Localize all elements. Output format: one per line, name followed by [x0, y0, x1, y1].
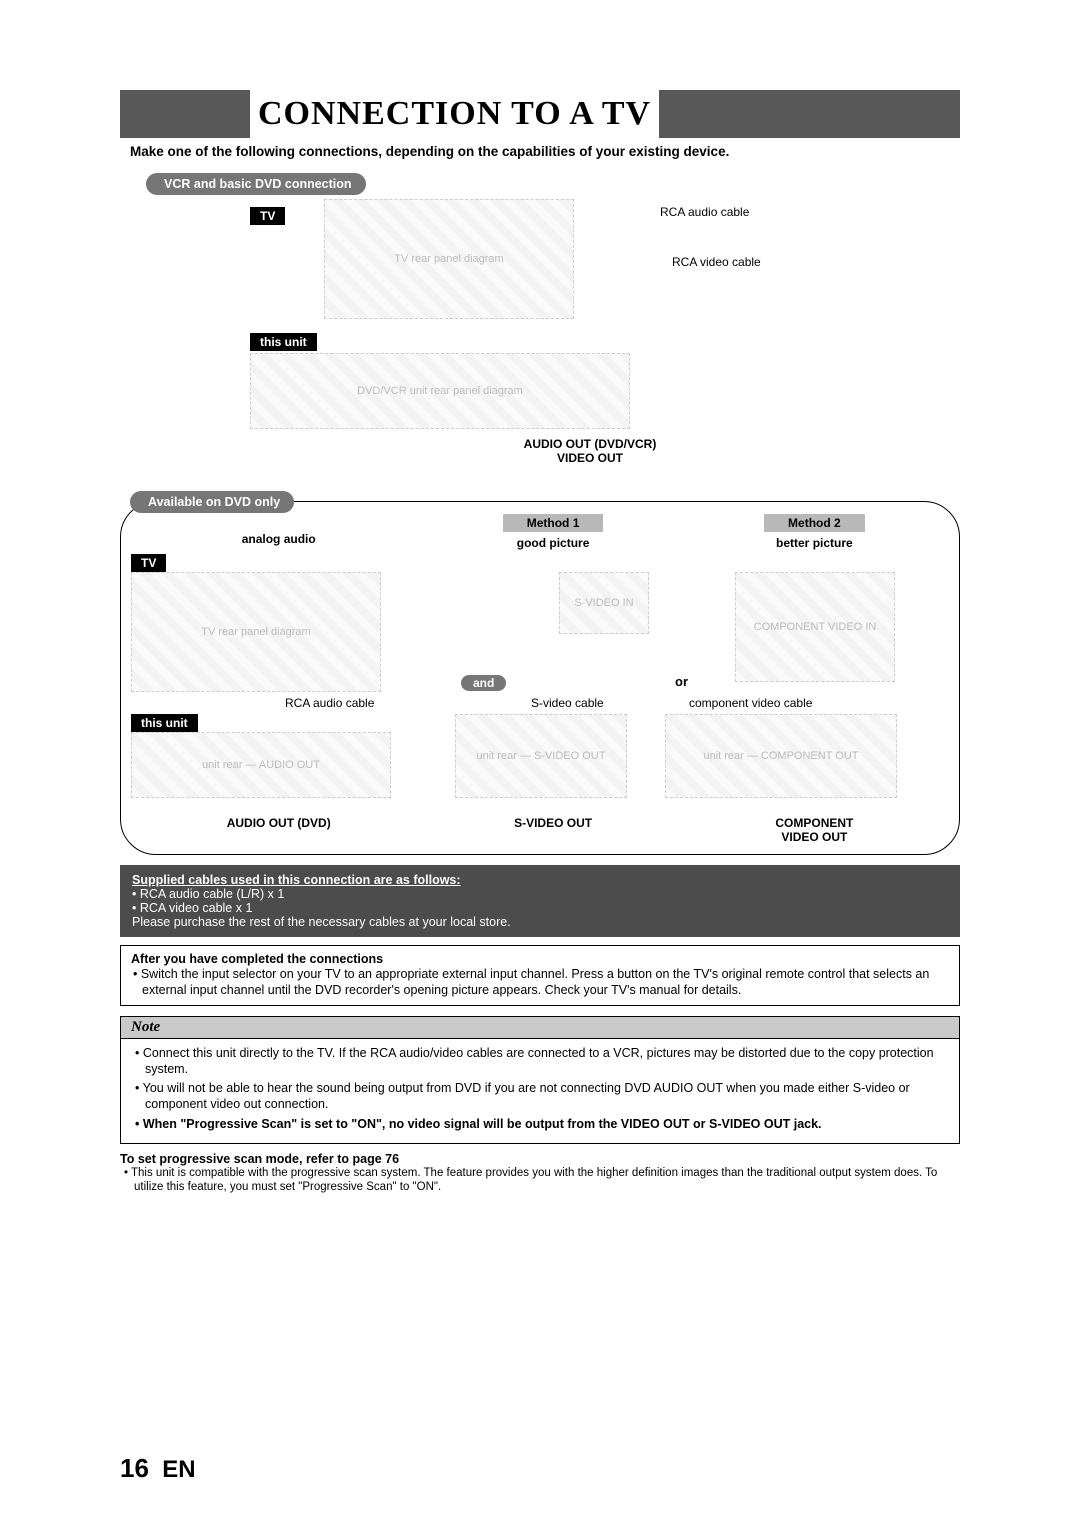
- page-number: 16: [120, 1453, 149, 1483]
- audio-video-out-label: AUDIO OUT (DVD/VCR) VIDEO OUT: [480, 437, 700, 465]
- section1-pill: VCR and basic DVD connection: [146, 173, 366, 195]
- rca-cable-label: RCA audio cable: [285, 696, 374, 710]
- unit-tag-2: this unit: [131, 714, 198, 732]
- unit-diagram-2b: unit rear — S-VIDEO OUT: [455, 714, 627, 798]
- svideo-out-label: S-VIDEO OUT: [422, 816, 683, 844]
- component-cable-label: component video cable: [689, 696, 812, 710]
- rca-audio-label: RCA audio cable: [660, 205, 749, 219]
- component-in-diagram: COMPONENT VIDEO IN: [735, 572, 895, 682]
- note-item-3: When "Progressive Scan" is set to "ON", …: [131, 1116, 949, 1132]
- note-body: Connect this unit directly to the TV. If…: [120, 1038, 960, 1144]
- diagram2-area: TV TV rear panel diagram and or COMPONEN…: [135, 554, 945, 714]
- bottom-labels-row: AUDIO OUT (DVD) S-VIDEO OUT COMPONENT VI…: [135, 816, 945, 844]
- component-out-label: COMPONENT VIDEO OUT: [684, 816, 945, 844]
- after-body: • Switch the input selector on your TV t…: [131, 966, 949, 999]
- or-text: or: [675, 674, 688, 689]
- supplied-line2: • RCA video cable x 1: [132, 901, 948, 915]
- supplied-line1: • RCA audio cable (L/R) x 1: [132, 887, 948, 901]
- tv-tag-1: TV: [250, 207, 285, 225]
- unit-row-2: this unit unit rear — AUDIO OUT unit rea…: [135, 714, 945, 814]
- note-header: Note: [120, 1016, 960, 1038]
- note-item-2: You will not be able to hear the sound b…: [131, 1080, 949, 1113]
- method1-col: Method 1 good picture: [422, 514, 683, 550]
- dvd-only-box: analog audio Method 1 good picture Metho…: [120, 501, 960, 855]
- and-badge: and: [461, 674, 506, 692]
- page-title: CONNECTION TO A TV: [258, 95, 651, 133]
- progressive-body: This unit is compatible with the progres…: [120, 1166, 960, 1195]
- tv-diagram-2: TV rear panel diagram: [131, 572, 381, 692]
- svideo-in-diagram: S-VIDEO IN: [559, 572, 649, 634]
- tv-tag-2: TV: [131, 554, 166, 572]
- supplied-header: Supplied cables used in this connection …: [132, 873, 948, 887]
- method2-col: Method 2 better picture: [684, 514, 945, 550]
- supplied-line3: Please purchase the rest of the necessar…: [132, 915, 948, 929]
- intro-text: Make one of the following connections, d…: [130, 144, 960, 159]
- tv-diagram-1: TV rear panel diagram: [324, 199, 574, 319]
- rca-video-label: RCA video cable: [672, 255, 761, 269]
- after-connections-box: After you have completed the connections…: [120, 945, 960, 1006]
- title-container: CONNECTION TO A TV: [250, 90, 659, 138]
- page-lang: EN: [162, 1456, 195, 1483]
- section-dvd-only: Available on DVD only analog audio Metho…: [120, 491, 960, 855]
- svideo-cable-label: S-video cable: [531, 696, 604, 710]
- analog-audio-col: analog audio: [135, 514, 422, 550]
- unit-diagram-1: DVD/VCR unit rear panel diagram: [250, 353, 630, 429]
- audio-out-dvd-label: AUDIO OUT (DVD): [135, 816, 422, 844]
- supplied-cables-box: Supplied cables used in this connection …: [120, 865, 960, 937]
- unit-diagram-2a: unit rear — AUDIO OUT: [131, 732, 391, 798]
- section-vcr-basic: VCR and basic DVD connection TV TV rear …: [120, 173, 960, 489]
- after-header: After you have completed the connections: [131, 952, 949, 966]
- page-footer: 16 EN: [120, 1453, 196, 1484]
- page: CONNECTION TO A TV Make one of the follo…: [0, 0, 1080, 1528]
- title-bar: CONNECTION TO A TV: [120, 90, 960, 138]
- unit-diagram-2c: unit rear — COMPONENT OUT: [665, 714, 897, 798]
- diagram1-area: TV TV rear panel diagram RCA audio cable…: [120, 199, 960, 489]
- progressive-header: To set progressive scan mode, refer to p…: [120, 1152, 960, 1166]
- note-item-1: Connect this unit directly to the TV. If…: [131, 1045, 949, 1078]
- section2-pill: Available on DVD only: [130, 491, 294, 513]
- header-row: analog audio Method 1 good picture Metho…: [135, 514, 945, 550]
- unit-tag-1: this unit: [250, 333, 317, 351]
